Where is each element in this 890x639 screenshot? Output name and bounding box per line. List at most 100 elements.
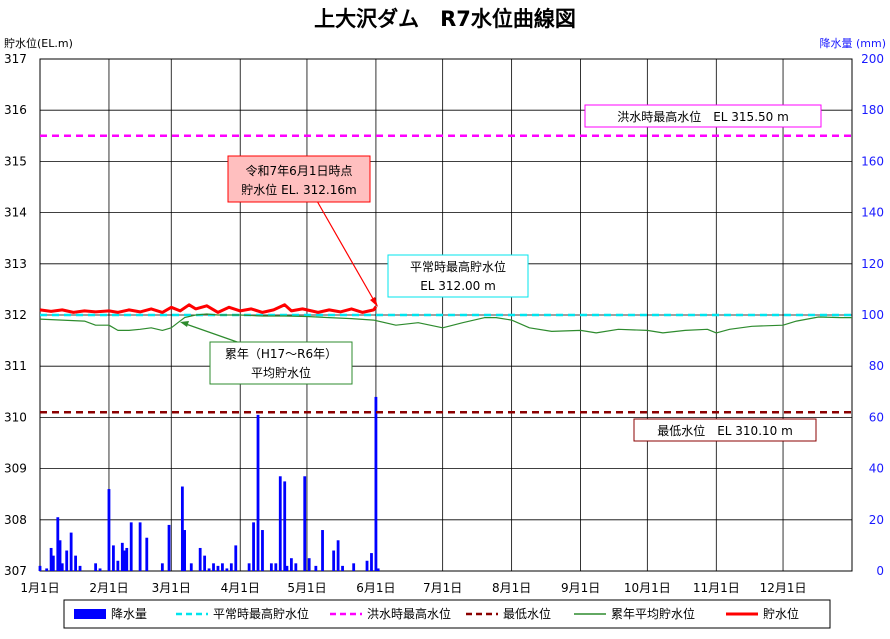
y-tick-label: 313 — [4, 257, 27, 271]
x-tick-label: 10月1日 — [624, 581, 671, 595]
x-tick-label: 3月1日 — [152, 581, 191, 595]
precipitation-bar — [294, 563, 298, 571]
y2-tick-label: 40 — [869, 462, 884, 476]
y-tick-label: 317 — [4, 52, 27, 66]
x-tick-label: 12月1日 — [760, 581, 807, 595]
precipitation-bar — [212, 563, 215, 571]
precipitation-bar — [207, 568, 211, 571]
x-axis-ticks: 1月1日 2月1日 3月1日 4月1日 5月1日 6月1日 7月1日 8月1日 9月1日 10月1… — [20, 581, 806, 595]
average-line2: 平均貯水位 — [251, 365, 311, 380]
normal-max-line2: EL 312.00 m — [420, 279, 496, 293]
precipitation-bar — [98, 568, 102, 571]
x-tick-label: 9月1日 — [561, 581, 600, 595]
average-line1: 累年（H17～R6年） — [225, 347, 337, 361]
precipitation-bar — [221, 563, 224, 571]
precipitation-bar — [274, 563, 278, 571]
x-tick-label: 1月1日 — [20, 581, 59, 595]
precipitation-bar — [120, 542, 124, 571]
x-tick-label: 6月1日 — [356, 581, 395, 595]
legend-label: 降水量 — [111, 607, 147, 621]
precipitation-bar — [256, 414, 260, 571]
precipitation-bar — [49, 547, 53, 571]
y2-tick-label: 180 — [861, 103, 884, 117]
x-tick-label: 7月1日 — [423, 581, 462, 595]
precipitation-bar — [183, 530, 187, 571]
series-line — [39, 313, 852, 334]
y-tick-label: 307 — [4, 564, 27, 578]
y-tick-label: 311 — [4, 359, 27, 373]
x-tick-label: 5月1日 — [287, 581, 326, 595]
y2-tick-label: 140 — [861, 206, 884, 220]
precipitation-bar — [189, 563, 193, 571]
y2-tick-label: 80 — [869, 359, 884, 373]
current-level-arrowhead — [370, 297, 378, 307]
current-level-line1: 令和7年6月1日時点 — [246, 163, 353, 178]
precipitation-bar — [332, 550, 336, 571]
precipitation-bar — [278, 476, 282, 571]
current-level-line2: 貯水位 EL. 312.16m — [241, 182, 356, 197]
flood-max-annotation: 洪水時最高水位 EL 315.50 m — [584, 104, 822, 128]
chart-title: 上大沢ダム R7水位曲線図 — [314, 7, 576, 31]
precipitation-bar — [225, 568, 229, 571]
precipitation-bar — [252, 522, 255, 571]
precipitation-bars — [38, 396, 380, 571]
x-tick-label: 4月1日 — [221, 581, 260, 595]
precipitation-bar — [336, 540, 340, 571]
precipitation-bar — [45, 568, 49, 571]
precipitation-bar — [341, 565, 344, 571]
y-tick-label: 314 — [4, 206, 27, 220]
left-axis-ticks: 307 308 309 310 311 312 313 314 315 316 317 — [4, 52, 27, 578]
precipitation-bar — [125, 547, 129, 571]
legend-label: 最低水位 — [503, 606, 551, 621]
precipitation-bar — [167, 524, 171, 571]
y2-tick-label: 120 — [861, 257, 884, 271]
precipitation-bar — [283, 481, 287, 571]
legend-label: 貯水位 — [763, 606, 799, 621]
precipitation-bar — [74, 555, 77, 571]
precipitation-bar — [216, 565, 220, 571]
average-arrow — [182, 322, 241, 344]
y2-tick-label: 20 — [869, 513, 884, 527]
series-lines — [39, 303, 852, 334]
precipitation-bar — [116, 560, 120, 571]
precipitation-bar — [234, 545, 238, 571]
precipitation-bar — [365, 560, 369, 571]
x-tick-label: 11月1日 — [693, 581, 740, 595]
precipitation-bar — [123, 550, 126, 571]
left-axis-label: 貯水位(EL.m) — [4, 36, 73, 50]
y-tick-label: 310 — [4, 410, 27, 424]
precipitation-bar — [370, 553, 373, 571]
current-level-annotation: 令和7年6月1日時点 貯水位 EL. 312.16m — [227, 155, 378, 307]
current-level-arrow — [316, 200, 377, 305]
legend-label: 洪水時最高水位 — [367, 606, 451, 621]
precipitation-bar — [269, 563, 273, 571]
precipitation-bar — [94, 563, 98, 571]
normal-max-line1: 平常時最高貯水位 — [410, 259, 506, 274]
precipitation-bar — [229, 563, 233, 571]
y-tick-label: 308 — [4, 513, 27, 527]
precipitation-bar — [321, 530, 324, 571]
y-tick-label: 309 — [4, 462, 27, 476]
precipitation-bar — [203, 555, 207, 571]
precipitation-bar — [60, 563, 64, 571]
precipitation-bar — [56, 517, 60, 571]
precipitation-bar — [112, 545, 115, 571]
precipitation-bar — [303, 476, 307, 571]
precipitation-bar — [107, 489, 111, 571]
y2-tick-label: 200 — [861, 52, 884, 66]
right-axis-label: 降水量 (mm) — [819, 36, 886, 50]
y2-tick-label: 60 — [869, 410, 884, 424]
precipitation-bar — [198, 547, 202, 571]
precipitation-bar — [307, 558, 311, 571]
precipitation-bar — [145, 537, 149, 571]
reference-lines — [40, 134, 852, 414]
average-arrowhead — [180, 321, 189, 327]
y2-tick-label: 160 — [861, 154, 884, 168]
min-level-label: 最低水位 EL 310.10 m — [657, 423, 793, 438]
min-level-annotation: 最低水位 EL 310.10 m — [633, 418, 817, 442]
precipitation-bar — [261, 530, 264, 571]
flood-max-label: 洪水時最高水位 EL 315.50 m — [617, 109, 789, 124]
precipitation-bar — [69, 532, 73, 571]
precipitation-bar — [374, 396, 378, 571]
